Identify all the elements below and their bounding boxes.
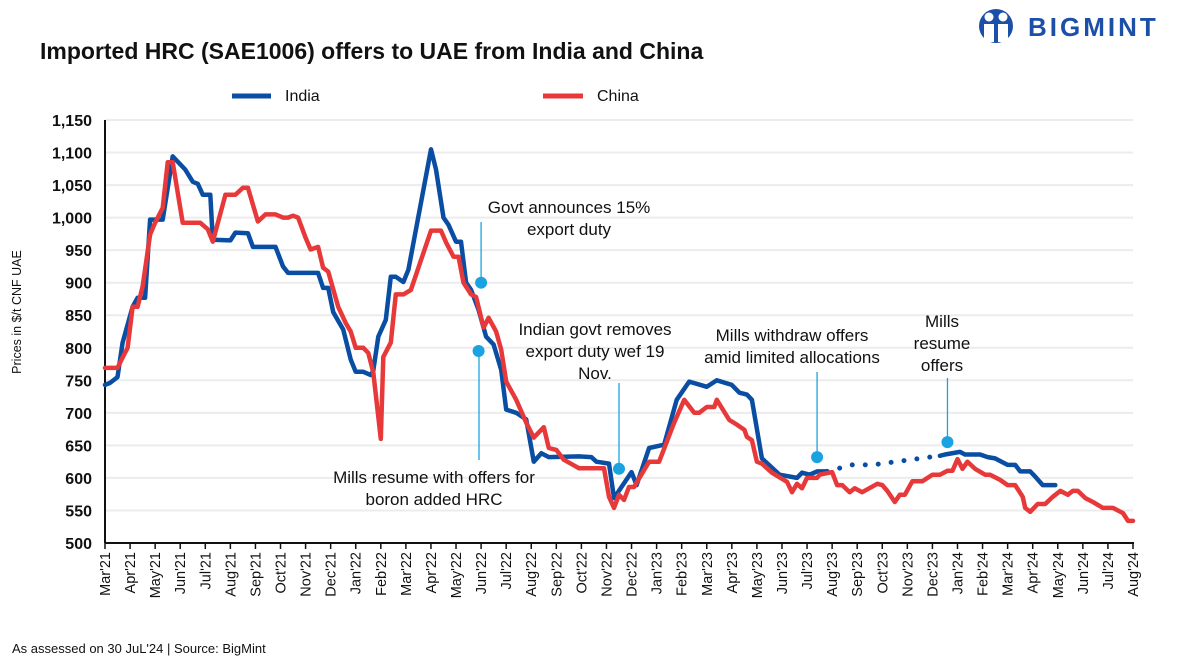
x-tick-label: Jun'23 bbox=[775, 552, 791, 594]
annotation: Mills withdraw offers amid limited alloca… bbox=[704, 326, 880, 464]
annotation: Mills resume offers bbox=[914, 312, 971, 449]
x-tick-label: Jul'24 bbox=[1101, 552, 1117, 589]
x-tick-label: Dec'22 bbox=[625, 552, 641, 597]
x-tick-label: May'21 bbox=[148, 552, 164, 598]
y-tick-label: 1,000 bbox=[52, 211, 92, 228]
x-tick-label: Jan'23 bbox=[650, 552, 666, 594]
annotation-marker bbox=[941, 436, 954, 449]
x-tick-label: Jul'22 bbox=[499, 552, 515, 589]
x-tick-label: Sep'23 bbox=[850, 552, 866, 597]
annotation-text: Govt announces 15% bbox=[488, 198, 651, 217]
x-tick-label: Jul'23 bbox=[800, 552, 816, 589]
x-tick-label: May'24 bbox=[1051, 552, 1067, 598]
annotation: Govt announces 15% export duty bbox=[475, 198, 650, 289]
x-tick-label: Feb'23 bbox=[675, 552, 691, 596]
x-tick-label: Jun'21 bbox=[173, 552, 189, 594]
annotation-text: Mills bbox=[925, 312, 959, 331]
annotation-text: Indian govt removes bbox=[518, 320, 671, 339]
x-tick-label: Aug'22 bbox=[524, 552, 540, 597]
x-tick-label: Aug'24 bbox=[1126, 552, 1142, 597]
y-tick-label: 1,150 bbox=[52, 113, 92, 130]
x-tick-label: Nov'22 bbox=[599, 552, 615, 597]
legend: India China bbox=[232, 88, 639, 105]
x-tick-label: Feb'24 bbox=[976, 552, 992, 596]
y-tick-label: 600 bbox=[65, 471, 92, 488]
legend-label-china: China bbox=[597, 88, 639, 105]
x-tick-label: Sep'21 bbox=[248, 552, 264, 597]
annotation: Indian govt removes export duty wef 19 Nov… bbox=[518, 320, 672, 475]
series-line-india-interpolated bbox=[824, 453, 943, 474]
x-tick-label: Sep'22 bbox=[549, 552, 565, 597]
x-tick-label: Apr'23 bbox=[725, 552, 741, 593]
annotation-text: Nov. bbox=[578, 364, 612, 383]
annotation-marker bbox=[811, 451, 824, 464]
x-tick-label: Mar'23 bbox=[700, 552, 716, 596]
x-tick-label: Oct'21 bbox=[274, 552, 290, 593]
annotation-text: Mills withdraw offers bbox=[716, 326, 869, 345]
brand-logo: BIGMINT bbox=[979, 9, 1159, 43]
x-tick-label: Nov'21 bbox=[299, 552, 315, 597]
y-tick-label: 1,100 bbox=[52, 146, 92, 163]
x-tick-label: Nov'23 bbox=[900, 552, 916, 597]
x-tick-label: Jan'22 bbox=[349, 552, 365, 594]
y-axis-label: Prices in $/t CNF UAE bbox=[10, 250, 24, 374]
chart-title: Imported HRC (SAE1006) offers to UAE fro… bbox=[40, 38, 703, 64]
annotation-text: export duty bbox=[527, 220, 612, 239]
x-tick-label: Apr'24 bbox=[1026, 552, 1042, 593]
y-tick-label: 900 bbox=[65, 276, 92, 293]
annotation-text: export duty wef 19 bbox=[526, 342, 665, 361]
annotation: Mills resume with offers for boron added … bbox=[333, 345, 535, 509]
x-tick-label: Mar'24 bbox=[1001, 552, 1017, 596]
y-tick-label: 800 bbox=[65, 341, 92, 358]
series-line-china bbox=[102, 160, 1136, 524]
logo-icon bbox=[979, 9, 1013, 43]
annotation-text: amid limited allocations bbox=[704, 348, 880, 367]
x-tick-label: Apr'21 bbox=[123, 552, 139, 593]
x-tick-label: May'23 bbox=[750, 552, 766, 598]
annotation-text: offers bbox=[921, 356, 963, 375]
annotation-text: resume bbox=[914, 334, 971, 353]
x-tick-label: Dec'23 bbox=[925, 552, 941, 597]
x-tick-label: Mar'22 bbox=[399, 552, 415, 596]
x-tick-label: Jun'24 bbox=[1076, 552, 1092, 594]
y-tick-label: 650 bbox=[65, 438, 92, 455]
y-tick-label: 950 bbox=[65, 243, 92, 260]
logo-text: BIGMINT bbox=[1028, 12, 1159, 42]
y-tick-label: 750 bbox=[65, 373, 92, 390]
annotation-text: boron added HRC bbox=[365, 490, 502, 509]
annotation-marker bbox=[475, 276, 488, 289]
y-tick-label: 850 bbox=[65, 308, 92, 325]
x-tick-label: Oct'23 bbox=[875, 552, 891, 593]
x-tick-label: May'22 bbox=[449, 552, 465, 598]
y-tick-label: 500 bbox=[65, 536, 92, 553]
y-tick-label: 1,050 bbox=[52, 178, 92, 195]
x-tick-label: Mar'21 bbox=[98, 552, 114, 596]
y-tick-label: 700 bbox=[65, 406, 92, 423]
x-tick-label: Feb'22 bbox=[374, 552, 390, 596]
y-tick-label: 550 bbox=[65, 503, 92, 520]
annotation-marker bbox=[613, 462, 625, 475]
x-tick-label: Jun'22 bbox=[474, 552, 490, 594]
x-tick-label: Jan'24 bbox=[950, 552, 966, 594]
series-line-india-continued bbox=[937, 449, 1058, 488]
footer-source: As assessed on 30 JuL'24 | Source: BigMi… bbox=[12, 641, 266, 656]
series-line-india bbox=[102, 147, 830, 501]
x-tick-label: Aug'21 bbox=[223, 552, 239, 597]
x-tick-label: Aug'23 bbox=[825, 552, 841, 597]
annotation-text: Mills resume with offers for bbox=[333, 468, 535, 487]
legend-label-india: India bbox=[285, 88, 320, 105]
x-tick-label: Dec'21 bbox=[324, 552, 340, 597]
x-tick-label: Oct'22 bbox=[574, 552, 590, 593]
annotation-marker bbox=[472, 345, 485, 358]
x-tick-label: Apr'22 bbox=[424, 552, 440, 593]
x-tick-label: Jul'21 bbox=[198, 552, 214, 589]
